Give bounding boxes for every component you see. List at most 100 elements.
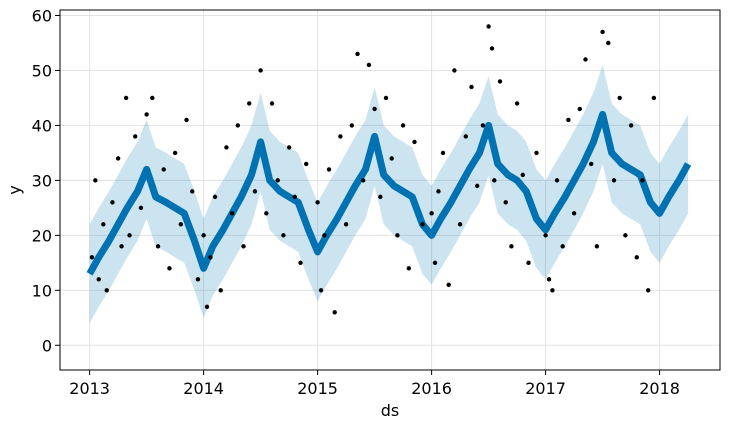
observed-point xyxy=(611,178,617,183)
observed-point xyxy=(550,288,555,293)
y-tick-label: 50 xyxy=(32,61,52,80)
observed-point xyxy=(190,189,195,194)
observed-point xyxy=(349,123,355,128)
observed-point xyxy=(218,288,223,293)
observed-point xyxy=(432,260,438,266)
y-tick-label: 20 xyxy=(32,226,52,245)
observed-point xyxy=(475,183,480,189)
observed-point xyxy=(201,233,206,238)
observed-point xyxy=(195,277,201,282)
observed-point xyxy=(338,134,343,139)
observed-point xyxy=(298,260,303,266)
observed-point xyxy=(184,117,189,123)
x-tick-label: 2018 xyxy=(639,379,680,398)
observed-point xyxy=(229,211,235,216)
observed-point xyxy=(115,156,121,161)
observed-point xyxy=(520,172,525,178)
observed-point xyxy=(436,189,441,194)
observed-point xyxy=(304,161,309,167)
observed-point xyxy=(172,150,178,156)
observed-point xyxy=(372,106,377,112)
observed-point xyxy=(281,233,286,238)
observed-point xyxy=(178,222,184,227)
y-tick-label: 30 xyxy=(32,171,52,190)
axes: 2013 2014 2015 2016 2017 2018 0 10 20 30 40 50 60 xyxy=(32,6,680,398)
observed-point xyxy=(429,211,434,216)
observed-point xyxy=(480,123,486,128)
observed-point xyxy=(150,95,155,101)
y-tick-label: 40 xyxy=(32,116,52,135)
observed-point xyxy=(204,304,210,309)
observed-point xyxy=(326,167,332,172)
x-tick-label: 2017 xyxy=(525,379,566,398)
x-tick-label: 2014 xyxy=(183,379,224,398)
observed-point xyxy=(123,95,129,101)
observed-point xyxy=(546,277,552,282)
observed-point xyxy=(594,244,600,249)
observed-point xyxy=(400,123,406,128)
observed-point xyxy=(212,194,218,200)
observed-point xyxy=(127,233,132,238)
observed-point xyxy=(208,255,213,260)
observed-point xyxy=(235,123,241,128)
observed-point xyxy=(383,95,389,101)
observed-point xyxy=(606,40,611,46)
uncertainty-band xyxy=(89,64,689,324)
observed-point xyxy=(514,101,520,106)
observed-point xyxy=(104,288,109,293)
observed-point xyxy=(264,211,269,216)
observed-point xyxy=(389,156,394,161)
observed-point xyxy=(554,178,560,183)
observed-point xyxy=(534,150,539,156)
observed-point xyxy=(361,178,366,183)
observed-point xyxy=(138,205,144,211)
observed-point xyxy=(406,266,412,271)
x-axis-label: ds xyxy=(381,401,400,420)
observed-point xyxy=(286,145,292,150)
observed-point xyxy=(489,46,495,51)
observed-point xyxy=(133,134,138,139)
observed-point xyxy=(343,222,349,227)
observed-point xyxy=(258,68,263,73)
observed-point xyxy=(161,167,166,172)
observed-point xyxy=(628,123,634,128)
observed-point xyxy=(588,161,594,167)
observed-point xyxy=(247,101,252,106)
observed-point xyxy=(93,178,98,183)
plot-frame xyxy=(59,9,721,371)
x-tick-label: 2013 xyxy=(69,379,110,398)
observed-point xyxy=(543,233,548,238)
observed-point xyxy=(509,244,514,249)
observed-point xyxy=(224,145,229,150)
observed-point xyxy=(577,106,582,112)
observed-point xyxy=(96,277,101,282)
observed-point xyxy=(110,200,115,205)
observed-point xyxy=(571,211,577,216)
observed-point xyxy=(457,222,463,227)
observed-point xyxy=(155,244,161,249)
observed-point xyxy=(395,233,400,238)
observed-point xyxy=(452,68,457,73)
observed-point xyxy=(497,79,503,84)
observed-point xyxy=(526,260,531,266)
observed-point xyxy=(420,222,425,227)
observed-point xyxy=(355,51,360,57)
observed-point xyxy=(600,29,605,35)
observed-point xyxy=(634,255,639,260)
observed-point xyxy=(292,194,298,200)
observed-point xyxy=(560,244,565,249)
observed-point xyxy=(617,95,622,101)
observed-point xyxy=(332,310,337,315)
observed-point xyxy=(366,62,372,68)
observed-point xyxy=(315,200,320,205)
observed-point xyxy=(463,134,469,139)
observed-point xyxy=(645,288,651,293)
observed-point xyxy=(469,84,474,90)
x-tick-label: 2016 xyxy=(411,379,452,398)
y-tick-label: 0 xyxy=(42,336,52,355)
observed-point xyxy=(89,255,95,260)
observed-point xyxy=(583,57,588,62)
observed-point xyxy=(322,233,327,238)
